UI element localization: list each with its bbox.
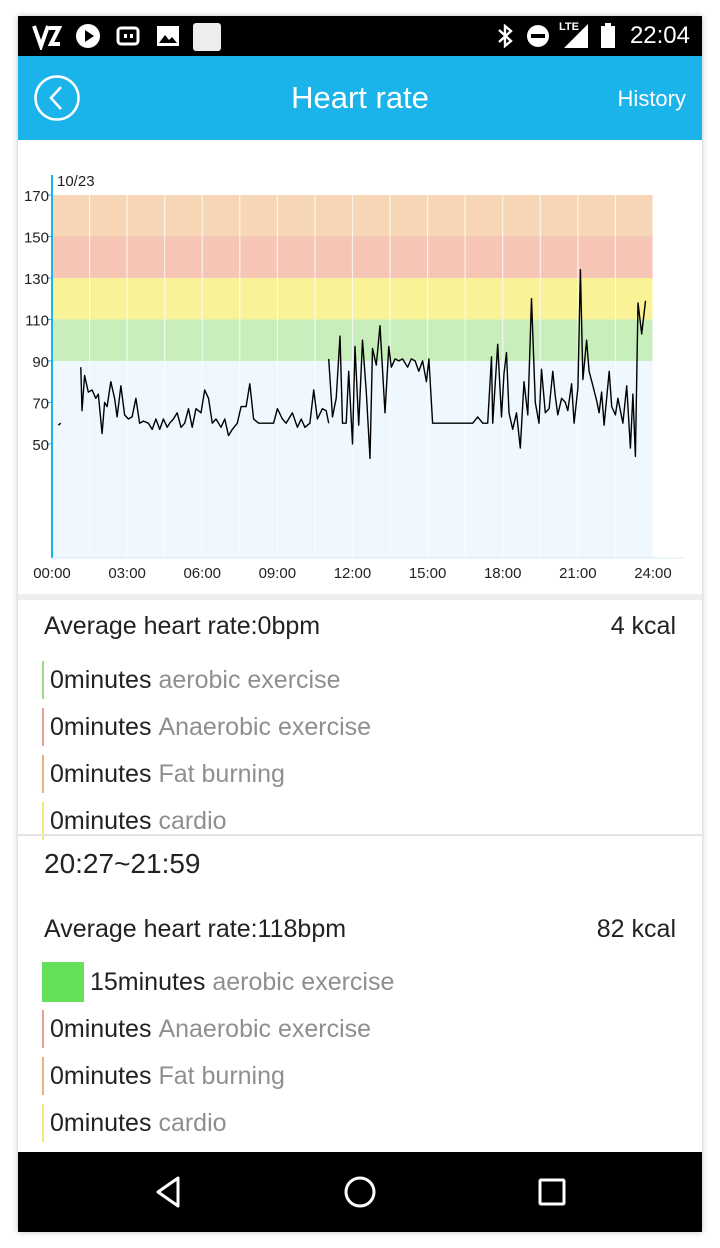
stat-minutes: 0minutes — [50, 1108, 152, 1137]
stat-label: cardio — [158, 806, 227, 835]
recents-square-icon[interactable] — [536, 1172, 568, 1212]
page-title: Heart rate — [291, 80, 429, 115]
back-button[interactable] — [34, 75, 80, 121]
x-tick-label: 06:00 — [183, 565, 221, 582]
play-store-icon — [76, 24, 100, 48]
stat-cardio: 0minutes cardio — [42, 1103, 227, 1143]
y-tick-label: 90 — [32, 354, 49, 371]
battery-icon — [601, 23, 615, 48]
x-tick-label: 15:00 — [409, 565, 447, 582]
heart-rate-line — [328, 269, 647, 460]
session-time-range: 20:27~21:59 — [44, 848, 201, 879]
chart-date-label: 10/23 — [57, 173, 95, 190]
stat-minutes: 0minutes — [50, 665, 152, 694]
x-tick-label: 24:00 — [634, 565, 672, 582]
history-button[interactable]: History — [617, 86, 686, 111]
status-time: 22:04 — [629, 22, 690, 49]
average-heart-rate: Average heart rate:0bpm — [44, 612, 321, 640]
app-bar: Heart rate History — [18, 56, 702, 140]
chart-divider — [18, 594, 702, 600]
y-tick-label: 130 — [24, 271, 49, 288]
stat-fat-burning: 0minutes Fat burning — [42, 1056, 285, 1096]
zone-indicator — [42, 1057, 44, 1095]
stat-anaerobic: 0minutes Anaerobic exercise — [42, 1009, 371, 1049]
stat-label: cardio — [158, 1108, 227, 1137]
calories: 82 kcal — [596, 915, 676, 943]
calories: 4 kcal — [610, 612, 676, 640]
stat-label: Anaerobic exercise — [158, 712, 372, 741]
stat-cardio: 0minutes cardio — [42, 801, 227, 841]
stat-label: Fat burning — [158, 1061, 285, 1090]
y-tick-label: 70 — [32, 395, 49, 412]
home-circle-icon[interactable] — [342, 1172, 378, 1212]
sync-icon — [116, 26, 140, 46]
bluetooth-icon — [498, 23, 513, 49]
y-tick-label: 170 — [24, 188, 49, 205]
chart-svg: 170 150 130 110 90 70 50 00:00 03:00 06:00 09:00 12… — [24, 173, 684, 582]
y-tick-label: 50 — [32, 437, 49, 454]
x-tick-label: 00:00 — [33, 565, 71, 582]
stat-label: Fat burning — [158, 759, 285, 788]
stat-label: Anaerobic exercise — [158, 1014, 372, 1043]
zone-indicator — [42, 755, 44, 793]
stat-minutes: 0minutes — [50, 712, 152, 741]
y-tick-label: 150 — [24, 229, 49, 246]
heart-rate-line — [80, 367, 330, 437]
zone-indicator — [42, 962, 84, 1002]
status-bar: LTE 22:04 — [18, 16, 702, 56]
y-tick-label: 110 — [25, 312, 49, 329]
zone-indicator — [42, 708, 44, 746]
stat-aerobic: 15minutes aerobic exercise — [42, 962, 394, 1002]
signal-icon — [564, 24, 588, 48]
stat-aerobic: 0minutes aerobic exercise — [42, 660, 340, 700]
zone-indicator — [42, 661, 44, 699]
network-type: LTE — [559, 21, 579, 33]
x-tick-label: 21:00 — [559, 565, 597, 582]
stat-fat-burning: 0minutes Fat burning — [42, 754, 285, 794]
x-tick-label: 18:00 — [484, 565, 522, 582]
vpn-icon — [32, 25, 62, 50]
stat-minutes: 0minutes — [50, 806, 152, 835]
stat-label: aerobic exercise — [158, 665, 341, 694]
zone-indicator — [42, 802, 44, 840]
stat-label: aerobic exercise — [212, 967, 395, 996]
phone-screen: LTE 22:04 Heart rate History 170 150 130 11… — [18, 16, 702, 1232]
stat-minutes: 0minutes — [50, 1014, 152, 1043]
section-divider — [18, 834, 702, 836]
average-heart-rate: Average heart rate:118bpm — [44, 915, 347, 943]
day-summary: Average heart rate:0bpm 4 kcal 0minutes … — [18, 600, 702, 840]
stat-minutes: 0minutes — [50, 1061, 152, 1090]
do-not-disturb-icon — [527, 25, 549, 47]
heart-rate-chart: 170 150 130 110 90 70 50 00:00 03:00 06:00 09:00 12… — [18, 140, 702, 600]
white-square-icon — [193, 23, 221, 51]
zone-indicator — [42, 1010, 44, 1048]
system-nav-bar — [18, 1152, 702, 1232]
x-tick-label: 09:00 — [259, 565, 297, 582]
back-triangle-icon[interactable] — [152, 1172, 184, 1212]
x-tick-label: 03:00 — [108, 565, 146, 582]
heart-rate-line — [57, 422, 62, 426]
stat-minutes: 0minutes — [50, 759, 152, 788]
stat-minutes: 15minutes — [90, 967, 206, 996]
session-summary[interactable]: 20:27~21:59 Average heart rate:118bpm 82… — [18, 836, 702, 1152]
x-tick-label: 12:00 — [334, 565, 372, 582]
image-icon — [157, 26, 179, 46]
stat-anaerobic: 0minutes Anaerobic exercise — [42, 707, 371, 747]
zone-indicator — [42, 1104, 44, 1142]
